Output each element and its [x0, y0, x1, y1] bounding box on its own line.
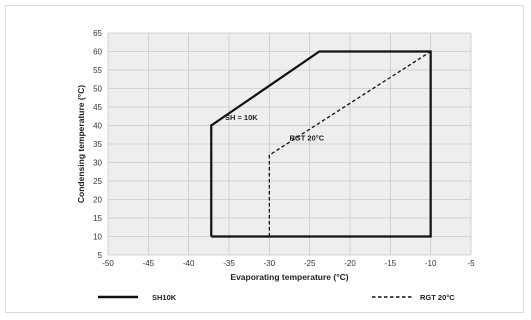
y-tick-label: 45	[93, 103, 102, 112]
x-tick-label: -25	[304, 259, 316, 268]
x-tick-label: -40	[183, 259, 195, 268]
y-tick-labels: 5 10 15 20 25 30 35 40 45 50 55 60 65	[93, 29, 102, 260]
y-tick-label: 10	[93, 233, 102, 242]
y-tick-label: 65	[93, 29, 102, 38]
series-group	[210, 50, 432, 238]
y-tick-label: 15	[93, 214, 102, 223]
y-tick-label: 20	[93, 196, 102, 205]
legend: SH10K RGT 20°C	[98, 293, 455, 302]
x-tick-label: -20	[344, 259, 356, 268]
legend-label-rgt: RGT 20°C	[420, 293, 455, 302]
x-axis-label: Evaporating temperature (°C)	[230, 272, 348, 282]
annotations: SH = 10K RGT 20°C	[225, 113, 325, 142]
x-tick-label: -35	[223, 259, 235, 268]
x-tick-label: -30	[264, 259, 276, 268]
y-tick-label: 25	[93, 177, 102, 186]
y-tick-label: 50	[93, 85, 102, 94]
y-tick-label: 60	[93, 48, 102, 57]
x-tick-labels: -50 -45 -40 -35 -30 -25 -20 -15 -10 -5	[102, 259, 475, 268]
x-tick-label: -15	[385, 259, 397, 268]
x-tick-label: -5	[467, 259, 475, 268]
y-tick-label: 5	[98, 251, 103, 260]
grid	[107, 32, 472, 256]
annotation-label: RGT 20°C	[290, 133, 325, 142]
x-tick-label: -45	[143, 259, 155, 268]
legend-label-sh10k: SH10K	[152, 293, 177, 302]
y-tick-label: 35	[93, 140, 102, 149]
series-line-rgt	[268, 50, 432, 237]
y-axis-label: Condensing temperature (°C)	[76, 85, 86, 203]
series-line-sh10k	[210, 50, 432, 238]
x-tick-label: -50	[102, 259, 114, 268]
y-tick-label: 30	[93, 159, 102, 168]
x-tick-label: -10	[425, 259, 437, 268]
y-tick-label: 55	[93, 66, 102, 75]
y-tick-label: 40	[93, 122, 102, 131]
annotation-label: SH = 10K	[225, 113, 258, 122]
